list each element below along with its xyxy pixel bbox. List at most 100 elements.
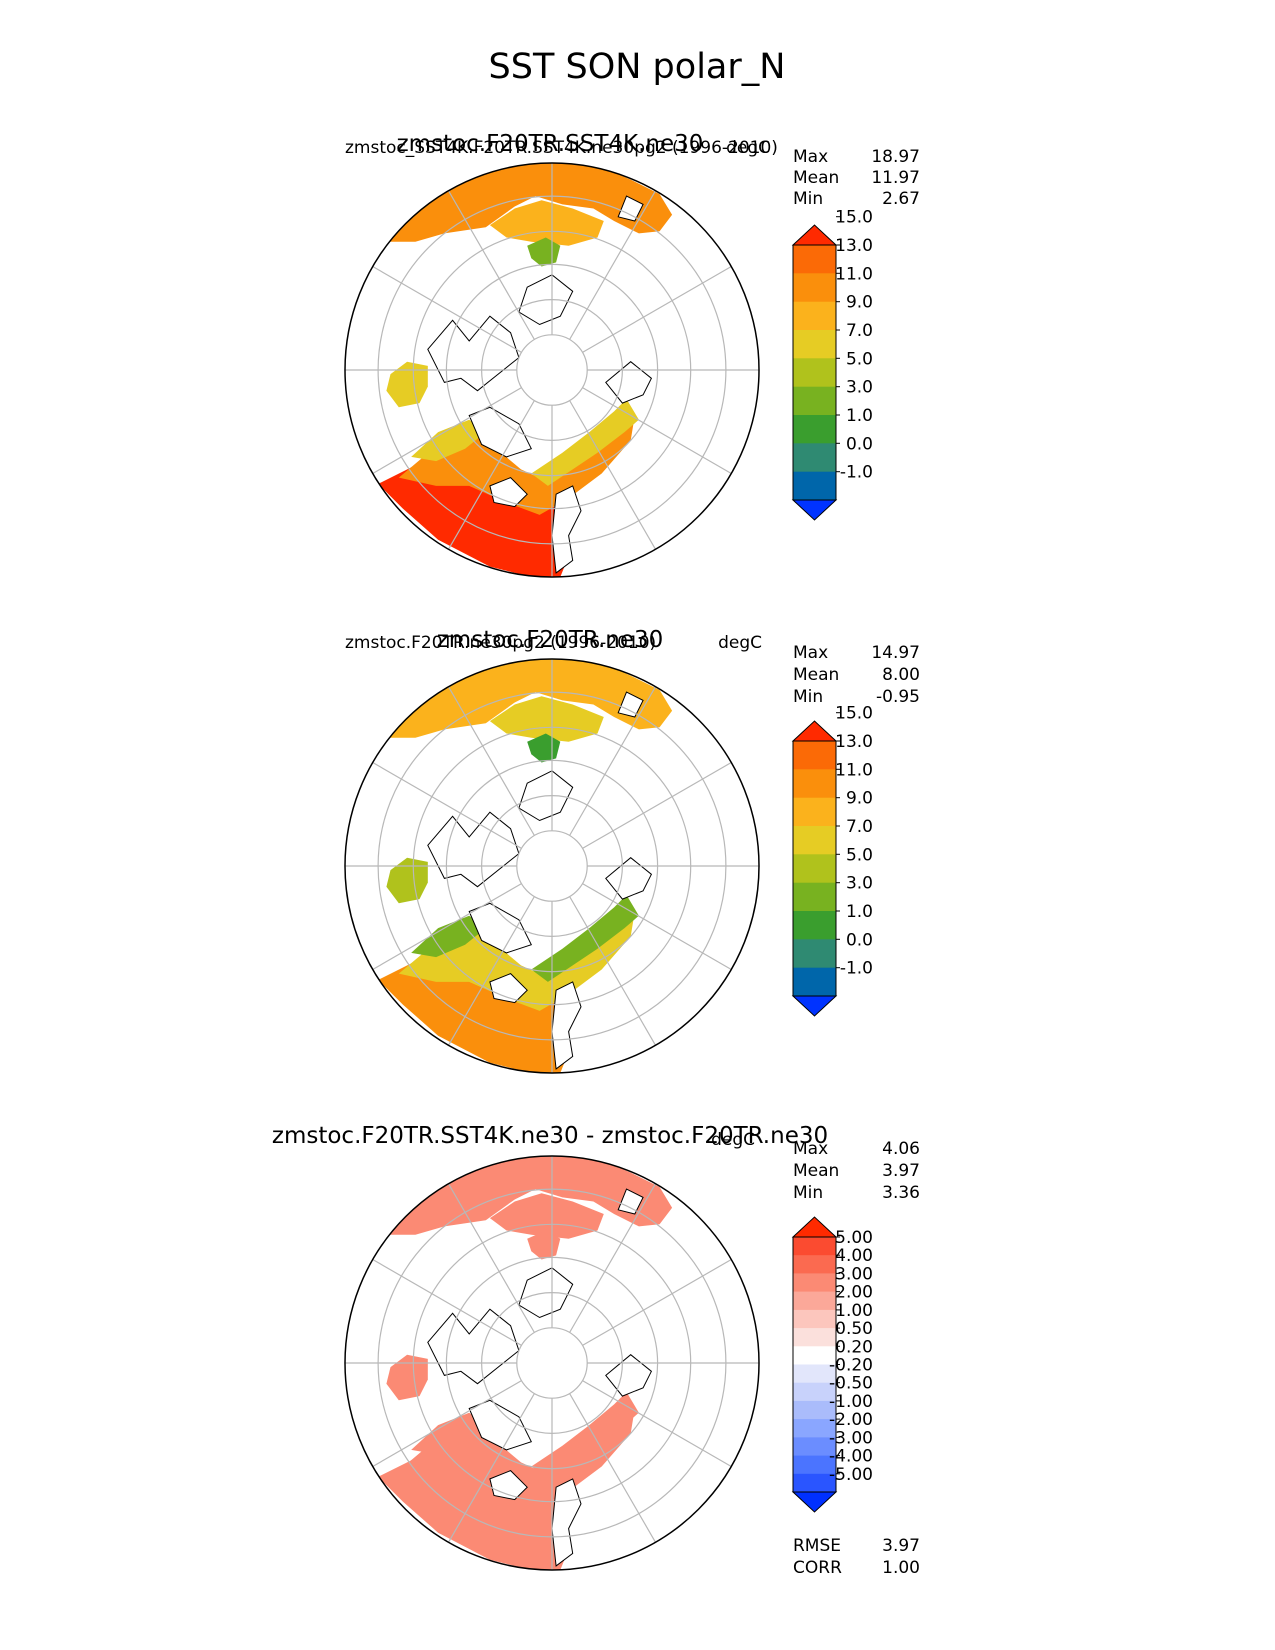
colorbar-tick-label: 1.0: [846, 406, 873, 426]
colorbar-segment-3: [793, 330, 836, 359]
map-boundary: [344, 1155, 760, 1571]
stat-label-max: Max: [793, 643, 828, 663]
coastline-5: [489, 477, 528, 508]
colorbar-segment-2: [793, 301, 836, 331]
colorbar-tick-label: 9.0: [846, 293, 873, 313]
colorbar-tick-label: 5.0: [846, 349, 873, 369]
sst-region-nordic: [411, 1412, 486, 1455]
meridian-5: [569, 896, 657, 1046]
panel-3-colorbar: -5.00-4.00-3.00-2.00-1.00-0.50-0.200.200…: [791, 1216, 873, 1513]
colorbar-tick-label: 11.0: [835, 760, 873, 780]
meridian-opposite-5: [447, 1183, 535, 1333]
colorbar-tick-label: 3.0: [846, 378, 873, 398]
graticule: [345, 1156, 759, 1570]
colorbar-segment-0: [793, 1237, 836, 1256]
colorbar-tick-label: 4.00: [835, 1246, 873, 1266]
meridian-1: [569, 190, 657, 340]
coastline-4: [551, 981, 582, 1070]
stat-value-max: 14.97: [871, 643, 920, 663]
stat-value-min: 2.67: [882, 189, 920, 209]
meridian-opposite-4: [372, 761, 522, 849]
meridian-opposite-4: [372, 265, 522, 353]
colorbar-segment-5: [793, 386, 836, 416]
colorbar-tick-label: 0.0: [846, 930, 873, 950]
panel-3-title-center: zmstoc.F20TR.SST4K.ne30 - zmstoc.F20TR.n…: [272, 1123, 828, 1149]
sst-region-atlantic_north: [398, 911, 635, 1011]
map-boundary: [344, 162, 760, 578]
colorbar-segment-8: [793, 1382, 836, 1402]
panel-2-title-left: zmstoc.F20TR.ne30pg2 (1996-2010): [345, 633, 656, 653]
colorbar-segment-7: [793, 443, 836, 473]
stat-value-min: -0.95: [876, 687, 920, 707]
colorbar-segment-9: [793, 1400, 836, 1420]
colorbar-extend-min: [791, 1491, 838, 1513]
panel-1-map: [344, 162, 760, 578]
sst-region-nordic: [411, 915, 486, 958]
stat-label-max: Max: [793, 1139, 828, 1159]
meridian-opposite-1: [447, 400, 535, 550]
panel-2-map: [344, 658, 760, 1074]
colorbar-segment-6: [793, 1346, 836, 1365]
panel-2-title-center: zmstoc.F20TR.ne30: [437, 627, 664, 653]
stat-label-min: Min: [793, 1183, 823, 1203]
colorbar-segment-8: [793, 471, 836, 501]
map-field: [345, 1156, 759, 1570]
colorbar-tick-label: 3.00: [835, 1264, 873, 1284]
colorbar-segment-10: [793, 1419, 836, 1438]
metric-value-rmse: 3.97: [882, 1536, 920, 1556]
colorbar-tick-label: -1.0: [840, 959, 873, 979]
colorbar-segment-3: [793, 1291, 836, 1311]
meridian-opposite-5: [447, 190, 535, 340]
meridian-2: [582, 265, 732, 353]
colorbar-segment-0: [793, 741, 836, 770]
sst-region-nordic-east: [531, 1392, 639, 1479]
meridian-4: [582, 387, 732, 475]
stat-value-max: 18.97: [871, 147, 920, 167]
metric-label-corr: CORR: [793, 1558, 842, 1578]
colorbar-tick-label: 2.00: [835, 1283, 873, 1303]
coastline-5: [489, 973, 528, 1004]
panel-1-colorbar: -1.0 0.0 1.0 3.0 5.0 7.0 9.0 11.0 13.0 15.0: [791, 208, 873, 521]
colorbar-segment-1: [793, 273, 836, 303]
colorbar-tick-label: 0.0: [846, 434, 873, 454]
colorbar-segment-5: [793, 1328, 836, 1347]
stat-label-mean: Mean: [793, 665, 839, 685]
panel-2-colorbar: -1.0 0.0 1.0 3.0 5.0 7.0 9.0 11.0 13.0 15.0: [791, 704, 873, 1017]
stat-value-max: 4.06: [882, 1139, 920, 1159]
colorbar-tick-label: 0.20: [835, 1337, 873, 1357]
colorbar-segment-12: [793, 1455, 836, 1475]
panel-3-metrics: RMSE 3.97 CORR 1.00: [793, 1536, 920, 1578]
colorbar-frame: [792, 740, 837, 997]
colorbar-tick-label: -3.00: [829, 1428, 873, 1448]
colorbar-tick-label: 15.0: [835, 208, 873, 228]
sst-region-hudson: [386, 361, 428, 408]
colorbar-tick-label: -1.00: [829, 1392, 873, 1412]
meridian-2: [582, 761, 732, 849]
colorbar-tick-label: 5.0: [846, 845, 873, 865]
stat-label-max: Max: [793, 147, 828, 167]
colorbar-tick-label: 0.50: [835, 1319, 873, 1339]
sst-region-nordic-east: [531, 895, 639, 982]
coastline-2: [605, 361, 653, 404]
colorbar-tick-label: 15.0: [835, 704, 873, 724]
meridian-5: [569, 400, 657, 550]
metric-label-rmse: RMSE: [793, 1536, 841, 1556]
colorbar-tick-label: -4.00: [829, 1447, 873, 1467]
panel-1-title-right: degC: [726, 138, 770, 158]
stat-value-mean: 8.00: [882, 665, 920, 685]
meridian-opposite-1: [447, 1393, 535, 1543]
colorbar-tick-label: -0.20: [829, 1356, 873, 1376]
meridian-opposite-4: [372, 1258, 522, 1346]
meridian-opposite-2: [372, 883, 522, 971]
meridian-1: [569, 686, 657, 836]
colorbar-tick-label: -5.00: [829, 1465, 873, 1485]
stat-value-mean: 11.97: [871, 168, 920, 188]
panel-1-title-center: zmstoc.F20TR.SST4K.ne30: [397, 131, 704, 157]
panel-3-stats: Max 4.06 Mean 3.97 Min 3.36: [793, 1139, 920, 1203]
colorbar-segment-2: [793, 797, 836, 827]
meridian-4: [582, 1380, 732, 1468]
stat-value-mean: 3.97: [882, 1161, 920, 1181]
colorbar-segment-11: [793, 1437, 836, 1457]
colorbar-tick-label: 9.0: [846, 789, 873, 809]
coastline-5: [489, 1470, 528, 1501]
